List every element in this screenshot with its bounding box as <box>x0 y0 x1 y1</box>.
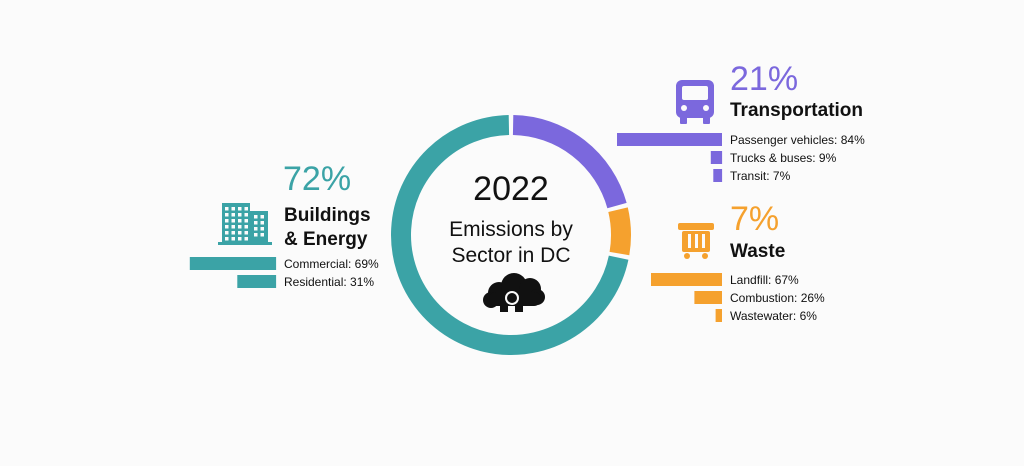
building-window <box>231 231 235 235</box>
building-window <box>238 231 242 235</box>
building-window <box>225 207 229 211</box>
breakdown-label: Transit: 7% <box>730 169 791 183</box>
building-window <box>238 207 242 211</box>
transportation-title: Transportation <box>730 100 863 121</box>
donut-chart <box>391 115 631 355</box>
building-window <box>225 237 229 241</box>
waste-title: Waste <box>730 241 785 262</box>
building-window <box>244 207 248 211</box>
building-window <box>231 225 235 229</box>
breakdown-label: Combustion: 26% <box>730 291 825 305</box>
building-window <box>254 227 258 231</box>
dumpster-icon <box>678 223 714 259</box>
building-window <box>244 219 248 223</box>
building-window <box>225 231 229 235</box>
breakdown-bar <box>651 273 722 286</box>
building-window <box>244 213 248 217</box>
breakdown-bar <box>237 275 277 288</box>
building-window <box>254 215 258 219</box>
buildings-title-line-2: & Energy <box>284 229 368 250</box>
center-line-2: Sector in DC <box>451 244 570 267</box>
building-window <box>231 207 235 211</box>
building-window <box>244 237 248 241</box>
building-window <box>225 225 229 229</box>
building-window <box>225 219 229 223</box>
breakdown-bar <box>710 151 723 164</box>
building-window <box>260 215 264 219</box>
breakdown-label: Trucks & buses: 9% <box>730 151 837 165</box>
building-window <box>238 213 242 217</box>
building-window <box>238 219 242 223</box>
center-line-1: Emissions by <box>449 218 573 241</box>
building-window <box>244 231 248 235</box>
buildings-percent: 72% <box>283 160 351 198</box>
breakdown-label: Wastewater: 6% <box>730 309 817 323</box>
cloud-icon <box>483 273 545 312</box>
breakdown-label: Passenger vehicles: 84% <box>730 133 865 147</box>
breakdown-label: Residential: 31% <box>284 275 374 289</box>
building-window <box>260 233 264 237</box>
building-window <box>254 221 258 225</box>
breakdown-bar <box>715 309 722 322</box>
building-window <box>231 219 235 223</box>
building-window <box>260 227 264 231</box>
buildings-title-line-1: Buildings <box>284 205 371 226</box>
bus-icon <box>676 80 714 124</box>
transportation-breakdown: Passenger vehicles: 84% Trucks & buses: 9… <box>617 133 865 183</box>
breakdown-bar <box>617 133 722 146</box>
buildings-breakdown: Commercial: 69% Residential: 31% <box>189 257 379 289</box>
breakdown-bar <box>713 169 723 182</box>
building-window <box>254 233 258 237</box>
donut-slice-buildings <box>391 115 629 355</box>
breakdown-bar <box>694 291 722 304</box>
transportation-percent: 21% <box>730 60 798 98</box>
building-window <box>238 225 242 229</box>
building-window <box>225 213 229 217</box>
donut-slice-waste <box>608 207 631 256</box>
building-windows <box>225 207 264 241</box>
breakdown-label: Commercial: 69% <box>284 257 379 271</box>
building-window <box>231 213 235 217</box>
building-window <box>244 225 248 229</box>
building-window <box>260 221 264 225</box>
breakdown-label: Landfill: 67% <box>730 273 799 287</box>
building-window <box>238 237 242 241</box>
donut-slice-transportation <box>512 115 627 209</box>
waste-percent: 7% <box>730 200 779 238</box>
building-window <box>231 237 235 241</box>
breakdown-bar <box>189 257 277 270</box>
center-year: 2022 <box>473 170 549 208</box>
waste-breakdown: Landfill: 67% Combustion: 26% Wastewater: … <box>651 273 825 323</box>
